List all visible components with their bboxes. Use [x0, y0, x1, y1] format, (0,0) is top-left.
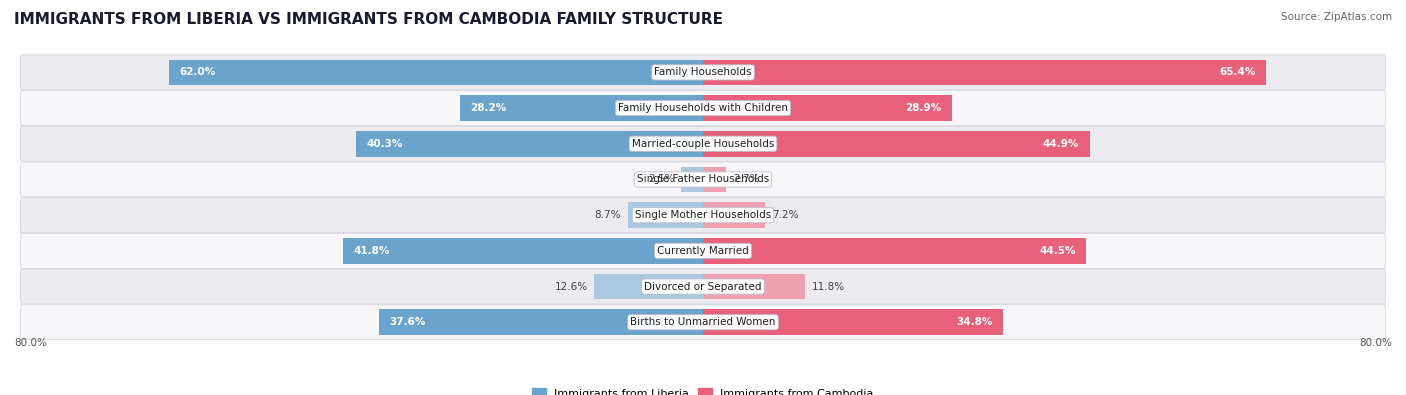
Bar [356, 131, 703, 157]
Text: 65.4%: 65.4% [1219, 68, 1256, 77]
Bar [460, 95, 703, 121]
Text: 44.5%: 44.5% [1039, 246, 1076, 256]
Text: Family Households: Family Households [654, 68, 752, 77]
Text: 11.8%: 11.8% [811, 282, 845, 292]
Text: Currently Married: Currently Married [657, 246, 749, 256]
Bar [595, 274, 703, 299]
Bar [703, 274, 804, 299]
Text: 41.8%: 41.8% [353, 246, 389, 256]
Text: Married-couple Households: Married-couple Households [631, 139, 775, 149]
Text: 12.6%: 12.6% [554, 282, 588, 292]
Bar [703, 167, 727, 192]
Bar [682, 167, 703, 192]
Text: 8.7%: 8.7% [595, 210, 621, 220]
FancyBboxPatch shape [21, 269, 1385, 304]
FancyBboxPatch shape [21, 233, 1385, 268]
Bar [703, 309, 1002, 335]
Text: IMMIGRANTS FROM LIBERIA VS IMMIGRANTS FROM CAMBODIA FAMILY STRUCTURE: IMMIGRANTS FROM LIBERIA VS IMMIGRANTS FR… [14, 12, 723, 27]
Bar [343, 238, 703, 264]
Bar [169, 60, 703, 85]
FancyBboxPatch shape [21, 198, 1385, 233]
Text: Single Mother Households: Single Mother Households [636, 210, 770, 220]
Legend: Immigrants from Liberia, Immigrants from Cambodia: Immigrants from Liberia, Immigrants from… [527, 384, 879, 395]
Text: Births to Unmarried Women: Births to Unmarried Women [630, 317, 776, 327]
Text: 62.0%: 62.0% [180, 68, 215, 77]
FancyBboxPatch shape [21, 55, 1385, 90]
Text: 2.7%: 2.7% [733, 175, 759, 184]
FancyBboxPatch shape [21, 90, 1385, 126]
Text: Divorced or Separated: Divorced or Separated [644, 282, 762, 292]
Bar [703, 238, 1087, 264]
Text: Family Households with Children: Family Households with Children [619, 103, 787, 113]
Text: 28.9%: 28.9% [905, 103, 942, 113]
Text: 40.3%: 40.3% [367, 139, 402, 149]
Text: 80.0%: 80.0% [14, 338, 46, 348]
Text: 44.9%: 44.9% [1043, 139, 1080, 149]
Text: 28.2%: 28.2% [471, 103, 506, 113]
Text: Single Father Households: Single Father Households [637, 175, 769, 184]
Text: 7.2%: 7.2% [772, 210, 799, 220]
Bar [380, 309, 703, 335]
Text: 2.5%: 2.5% [648, 175, 675, 184]
Bar [703, 202, 765, 228]
Text: Source: ZipAtlas.com: Source: ZipAtlas.com [1281, 12, 1392, 22]
FancyBboxPatch shape [21, 126, 1385, 161]
Text: 37.6%: 37.6% [389, 317, 426, 327]
FancyBboxPatch shape [21, 305, 1385, 340]
Text: 34.8%: 34.8% [956, 317, 993, 327]
Bar [703, 131, 1090, 157]
Bar [703, 95, 952, 121]
FancyBboxPatch shape [21, 162, 1385, 197]
Bar [628, 202, 703, 228]
Text: 80.0%: 80.0% [1360, 338, 1392, 348]
Bar [703, 60, 1267, 85]
